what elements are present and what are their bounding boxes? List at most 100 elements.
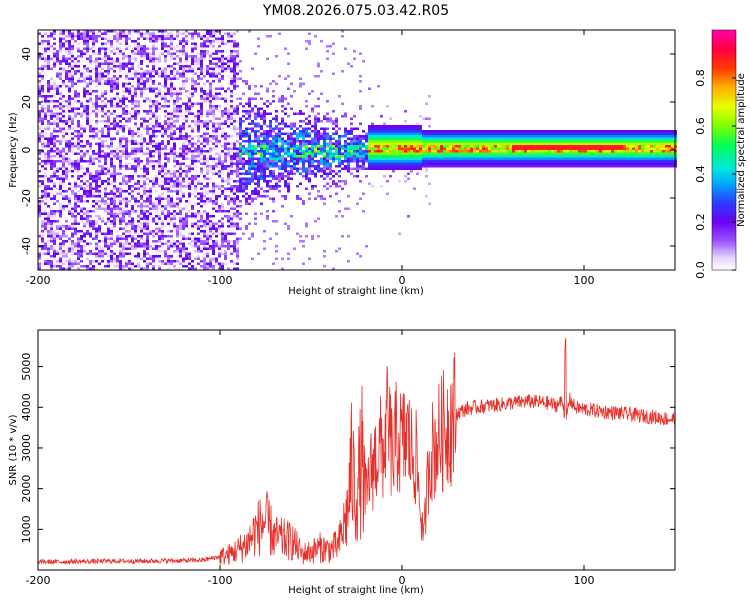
spectrogram-cell	[188, 232, 191, 235]
spectrogram-cell	[221, 217, 224, 220]
spectrogram-cell	[338, 127, 341, 130]
spectrogram-cell	[143, 215, 146, 218]
spectrogram-cell	[158, 230, 161, 233]
spectrogram-cell	[200, 242, 203, 245]
spectrogram-cell	[191, 137, 194, 140]
spectrogram-cell	[323, 265, 326, 268]
spectrogram-cell	[92, 50, 95, 53]
spectrogram-cell	[50, 122, 53, 125]
spectrogram-cell	[272, 137, 275, 140]
spectrogram-cell	[116, 77, 119, 80]
spectrogram-cell	[254, 197, 257, 200]
spectrogram-cell	[275, 250, 278, 253]
spectrogram-cell	[359, 90, 362, 93]
spectrogram-cell	[98, 62, 101, 65]
spectrogram-cell	[410, 147, 413, 150]
spectrogram-cell	[80, 55, 83, 58]
spectrogram-cell	[350, 117, 353, 120]
spectrogram-cell	[383, 157, 386, 160]
spectrogram-cell	[200, 162, 203, 165]
spectrogram-cell	[158, 200, 161, 203]
spectrogram-cell	[368, 150, 371, 153]
spectrogram-cell	[389, 125, 392, 128]
spectrogram-cell	[368, 142, 371, 145]
spectrogram-cell	[233, 180, 236, 183]
spectrogram-cell	[245, 197, 248, 200]
spectrogram-cell	[221, 202, 224, 205]
spectrogram-cell	[233, 87, 236, 90]
spectrogram-cell	[98, 145, 101, 148]
spectrogram-cell	[182, 217, 185, 220]
spectrogram-cell	[188, 90, 191, 93]
spectrogram-cell	[404, 140, 407, 143]
spectrogram-cell	[98, 170, 101, 173]
spectrogram-cell	[170, 52, 173, 55]
spectrogram-cell	[47, 115, 50, 118]
spectrogram-cell	[362, 155, 365, 158]
spectrogram-cell	[278, 135, 281, 138]
spectrogram-cell	[227, 110, 230, 113]
spectrogram-cell	[266, 87, 269, 90]
spectrogram-cell	[176, 72, 179, 75]
spectrogram-cell	[311, 165, 314, 168]
spectrogram-cell	[203, 92, 206, 95]
spectrogram-cell	[263, 162, 266, 165]
spectrogram-cell	[284, 182, 287, 185]
spectrogram-cell	[356, 150, 359, 153]
spectrogram-cell	[176, 267, 179, 270]
spectrogram-cell	[143, 85, 146, 88]
spectrogram-cell	[284, 107, 287, 110]
spectrogram-cell	[155, 182, 158, 185]
spectrogram-cell	[74, 260, 77, 263]
spectrogram-cell	[257, 160, 260, 163]
spectrogram-cell	[95, 175, 98, 178]
spectrogram-cell	[137, 45, 140, 48]
spectrogram-cell	[233, 170, 236, 173]
spectrogram-cell	[263, 147, 266, 150]
spectrogram-cell	[65, 167, 68, 170]
spectrogram-cell	[110, 90, 113, 93]
spectrogram-cell	[230, 35, 233, 38]
spectrogram-cell	[224, 112, 227, 115]
spectrogram-cell	[272, 160, 275, 163]
spectrogram-cell	[260, 195, 263, 198]
spectrogram-cell	[218, 45, 221, 48]
spectrogram-cell	[56, 210, 59, 213]
spectrogram-cell	[191, 120, 194, 123]
spectrogram-cell	[107, 247, 110, 250]
spectrogram-cell	[272, 147, 275, 150]
spectrogram-cell	[365, 135, 368, 138]
spectrogram-cell	[125, 55, 128, 58]
spectrogram-cell	[104, 105, 107, 108]
spectrogram-cell	[197, 202, 200, 205]
spectrogram-cell	[269, 172, 272, 175]
spectrogram-cell	[215, 75, 218, 78]
spectrogram-cell	[122, 82, 125, 85]
spectrogram-cell	[170, 147, 173, 150]
spectrogram-cell	[248, 30, 251, 33]
spectrogram-cell	[41, 200, 44, 203]
spectrogram-cell	[296, 195, 299, 198]
spectrogram-cell	[332, 120, 335, 123]
spectrogram-cell	[287, 175, 290, 178]
spectrogram-cell	[92, 260, 95, 263]
spectrogram-cell	[374, 127, 377, 130]
spectrogram-cell	[89, 232, 92, 235]
spectrogram-cell	[269, 157, 272, 160]
spectrogram-cell	[62, 57, 65, 60]
spectrogram-cell	[200, 67, 203, 70]
spectrogram-cell	[152, 140, 155, 143]
spectrogram-cell	[170, 205, 173, 208]
spectrogram-cell	[215, 107, 218, 110]
spectrogram-cell	[128, 267, 131, 270]
spectrogram-cell	[71, 52, 74, 55]
spectrogram-cell	[128, 55, 131, 58]
spectrogram-cell	[302, 160, 305, 163]
spectrogram-cell	[176, 115, 179, 118]
spectrogram-cell	[167, 35, 170, 38]
spectrogram-cell	[47, 42, 50, 45]
spectrogram-cell	[287, 227, 290, 230]
spectrogram-cell	[212, 52, 215, 55]
spectrogram-cell	[68, 90, 71, 93]
spectrogram-cell	[68, 87, 71, 90]
